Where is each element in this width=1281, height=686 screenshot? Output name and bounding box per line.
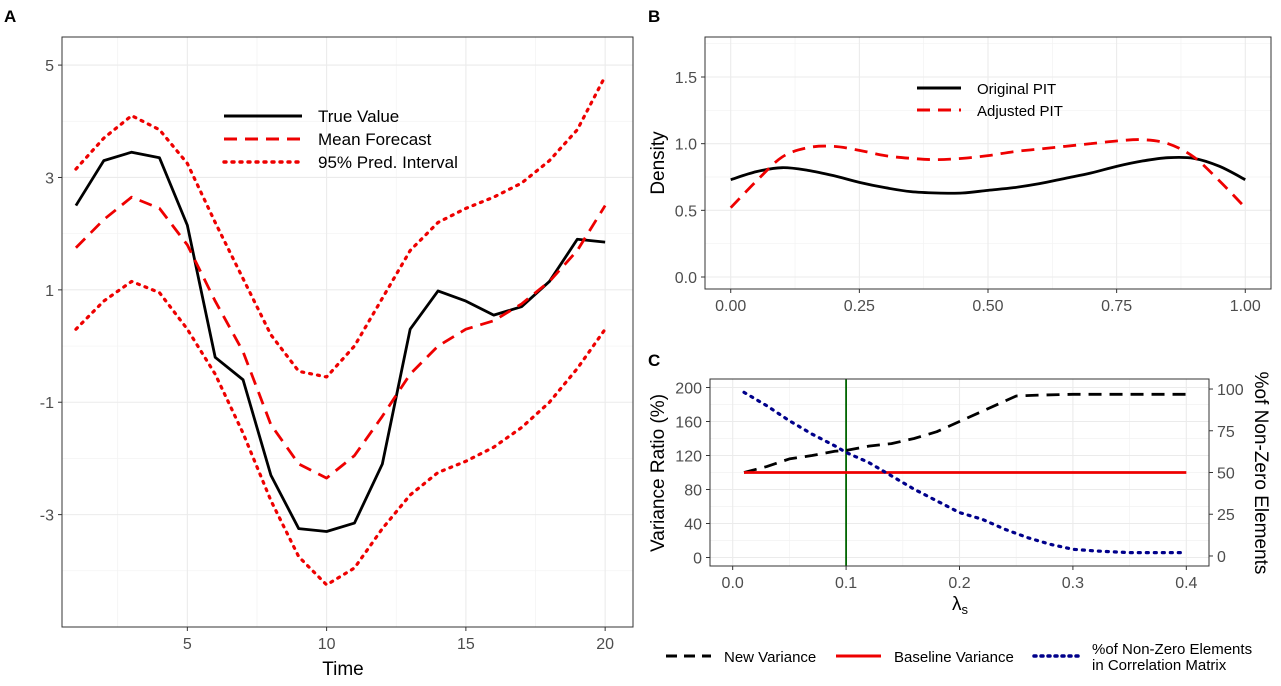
panel-b-y-axis-title: Density [648,131,669,195]
panel-c-lines [742,379,1188,566]
y-right-tick-label: 0 [1217,549,1226,566]
series-line-of-non-zero-elements-in-correlation-matrix [742,390,1188,555]
y-tick-label: 0.5 [675,203,697,220]
panel-c-y-ticks: 200 160 120 80 40 0 [675,381,710,568]
legend-label-nonzero-line2: in Correlation Matrix [1092,657,1227,674]
panel-a: 5 10 15 20 5 3 1 -1 -3 Time True Value Mean Fore… [40,36,634,680]
panel-a-y-ticks: 5 3 1 -1 -3 [40,58,62,525]
legend-label-adjusted-pit: Adjusted PIT [977,103,1063,120]
panel-b-y-ticks: 0.0 0.5 1.0 1.5 [675,70,705,287]
panel-a-lines [74,74,607,587]
panel-c-y-axis-title-right: %of Non-Zero Elements [1250,372,1271,575]
y-tick-label: 120 [675,449,702,466]
x-tick-label: 0.4 [1175,575,1197,592]
x-tick-label: 0.50 [972,298,1003,315]
x-tick-label: 0.3 [1062,575,1084,592]
y-tick-label: 0 [693,551,702,568]
y-tick-label: -1 [40,395,54,412]
series-line-95-pred-interval-lower [74,279,607,587]
legend-label-original-pit: Original PIT [977,81,1056,98]
panel-c-x-axis-title: λs [952,594,969,617]
y-right-tick-label: 25 [1217,507,1235,524]
panel-b-x-ticks: 0.00 0.25 0.50 0.75 1.00 [715,289,1261,315]
legend-label-new-variance: New Variance [724,649,816,666]
x-tick-label: 10 [318,636,336,653]
lambda-symbol: λ [952,594,962,615]
y-tick-label: 40 [684,517,702,534]
series-line-adjusted-pit [729,138,1247,209]
panel-a-grid [62,37,633,627]
panel-letter-c: C [648,351,660,370]
y-tick-label: -3 [40,508,54,525]
x-tick-label: 0.25 [844,298,875,315]
panel-a-border [61,36,634,628]
x-tick-label: 0.00 [715,298,746,315]
series-line-true-value [74,150,606,533]
panel-c-y-axis-title: Variance Ratio (%) [648,394,669,552]
x-tick-label: 0.0 [722,575,744,592]
x-tick-label: 1.00 [1230,298,1261,315]
y-right-tick-label: 100 [1217,382,1244,399]
legend-label-nonzero-line1: %of Non-Zero Elements [1092,641,1252,658]
y-tick-label: 1 [45,283,54,300]
panel-a-legend: True Value Mean Forecast 95% Pred. Interva… [222,107,458,172]
series-line-mean-forecast [74,195,607,480]
legend-label-pred-interval: 95% Pred. Interval [318,153,458,172]
y-tick-label: 160 [675,415,702,432]
x-tick-label: 20 [596,636,614,653]
y-tick-label: 3 [45,170,54,187]
panel-letter-a: A [4,7,16,26]
panel-b-lines [729,138,1247,209]
y-right-tick-label: 75 [1217,424,1235,441]
y-right-tick-label: 50 [1217,466,1235,483]
panel-b-grid [705,37,1271,289]
panel-c-legend: New Variance Baseline Variance %of Non-Z… [666,641,1252,674]
x-tick-label: 5 [183,636,192,653]
y-tick-label: 1.5 [675,70,697,87]
panel-a-x-axis-title: Time [322,659,364,680]
panel-a-x-ticks: 5 10 15 20 [183,627,614,653]
panel-c-y-ticks-right: 100 75 50 25 0 [1209,382,1244,566]
series-line-new-variance [743,392,1187,474]
x-tick-label: 15 [457,636,475,653]
legend-label-true-value: True Value [318,107,399,126]
legend-label-mean-forecast: Mean Forecast [318,130,432,149]
legend-label-baseline-variance: Baseline Variance [894,649,1014,666]
y-tick-label: 1.0 [675,137,697,154]
x-tick-label: 0.1 [835,575,857,592]
y-tick-label: 200 [675,381,702,398]
series-line-original-pit [730,155,1246,195]
lambda-subscript: s [962,602,969,617]
panel-b: 0.00 0.25 0.50 0.75 1.00 0.0 0.5 1.0 1.5 Densit… [648,36,1272,315]
y-tick-label: 0.0 [675,270,697,287]
series-line-95-pred-interval-upper [74,74,607,379]
panel-c-x-ticks: 0.0 0.1 0.2 0.3 0.4 [722,566,1198,592]
y-tick-label: 80 [684,483,702,500]
panel-letter-b: B [648,7,660,26]
panel-b-legend: Original PIT Adjusted PIT [917,81,1063,120]
x-tick-label: 0.2 [948,575,970,592]
x-tick-label: 0.75 [1101,298,1132,315]
y-tick-label: 5 [45,58,54,75]
panel-c: 0.0 0.1 0.2 0.3 0.4 200 160 120 80 40 0 100 75 50 25… [648,372,1271,674]
